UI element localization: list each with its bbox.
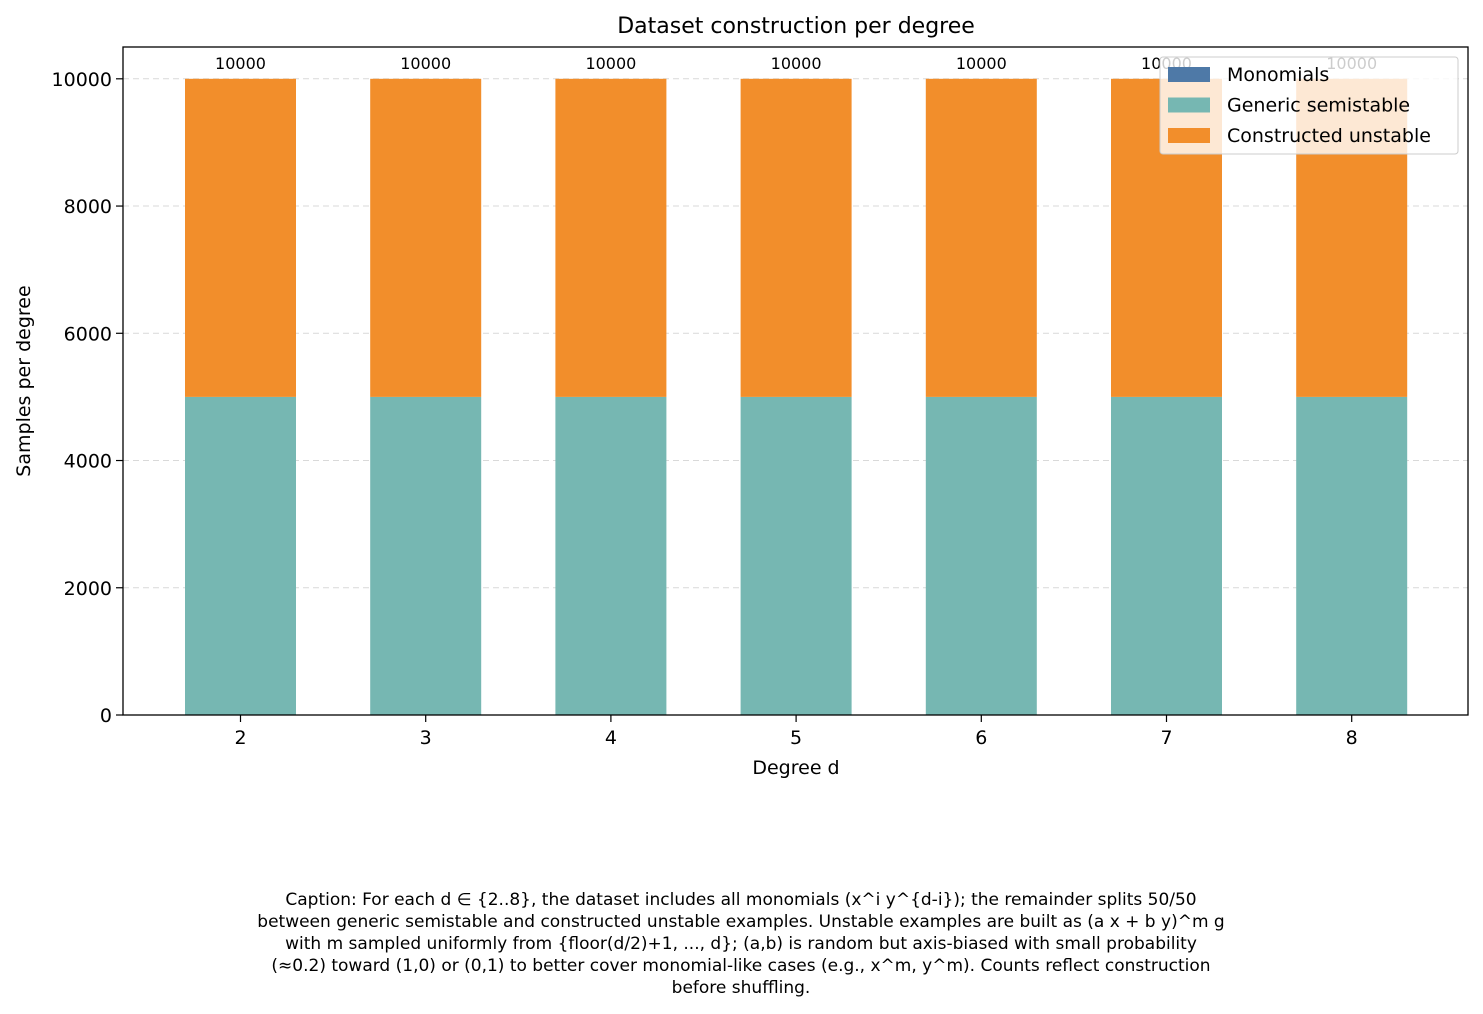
bars bbox=[185, 78, 1408, 715]
x-tick-label: 2 bbox=[234, 727, 246, 749]
legend-label: Monomials bbox=[1227, 64, 1329, 86]
x-axis: 2 3 4 5 6 7 8 bbox=[234, 715, 1358, 749]
y-axis: 0 2000 4000 6000 8000 10000 bbox=[52, 69, 123, 727]
x-tick-label: 5 bbox=[790, 727, 802, 749]
figure-caption: Caption: For each d ∈ {2..8}, the datase… bbox=[141, 889, 1341, 999]
x-tick-label: 8 bbox=[1346, 727, 1358, 749]
bar-segment-generic-semistable bbox=[1111, 396, 1222, 715]
total-label: 10000 bbox=[585, 54, 636, 73]
legend: Monomials Generic semistable Constructed u… bbox=[1159, 56, 1459, 155]
caption-line: before shuffling. bbox=[671, 978, 811, 998]
y-axis-label: Samples per degree bbox=[13, 285, 35, 476]
bar-segment-generic-semistable bbox=[370, 396, 482, 715]
y-tick-label: 10000 bbox=[52, 69, 112, 91]
total-label: 10000 bbox=[956, 54, 1007, 73]
caption-line: Caption: For each d ∈ {2..8}, the datase… bbox=[285, 890, 1197, 910]
legend-swatch bbox=[1168, 67, 1210, 82]
caption-line: with m sampled uniformly from {floor(d/2… bbox=[285, 934, 1197, 954]
legend-box bbox=[1159, 56, 1459, 155]
bar-segment-generic-semistable bbox=[740, 396, 852, 715]
legend-swatch bbox=[1168, 97, 1210, 113]
chart-title: Dataset construction per degree bbox=[617, 14, 975, 39]
y-tick-label: 2000 bbox=[64, 578, 112, 600]
bar-segment-constructed-unstable bbox=[370, 78, 482, 397]
bar-segment-constructed-unstable bbox=[185, 78, 296, 397]
x-tick-label: 4 bbox=[605, 727, 617, 749]
y-tick-label: 0 bbox=[100, 705, 112, 727]
y-tick-label: 6000 bbox=[64, 323, 112, 345]
bar-segment-constructed-unstable bbox=[740, 78, 852, 397]
legend-label: Constructed unstable bbox=[1227, 125, 1431, 147]
caption-line: between generic semistable and construct… bbox=[257, 912, 1225, 932]
y-tick-label: 4000 bbox=[64, 451, 112, 473]
x-tick-label: 6 bbox=[975, 727, 987, 749]
bar-segment-constructed-unstable bbox=[925, 78, 1037, 397]
bar-segment-generic-semistable bbox=[1296, 396, 1408, 715]
caption-line: (≈0.2) toward (1,0) or (0,1) to better c… bbox=[271, 956, 1211, 976]
bar-segment-generic-semistable bbox=[185, 396, 296, 715]
bar-segment-constructed-unstable bbox=[555, 78, 667, 397]
total-label: 10000 bbox=[400, 54, 451, 73]
total-label: 10000 bbox=[771, 54, 822, 73]
total-label: 10000 bbox=[215, 54, 266, 73]
legend-swatch bbox=[1168, 128, 1210, 143]
x-tick-label: 3 bbox=[420, 727, 432, 749]
y-tick-label: 8000 bbox=[64, 196, 112, 218]
bar-segment-generic-semistable bbox=[925, 396, 1037, 715]
x-axis-label: Degree d bbox=[752, 757, 839, 779]
legend-label: Generic semistable bbox=[1227, 95, 1410, 117]
x-tick-label: 7 bbox=[1160, 727, 1172, 749]
bar-segment-generic-semistable bbox=[555, 396, 667, 715]
